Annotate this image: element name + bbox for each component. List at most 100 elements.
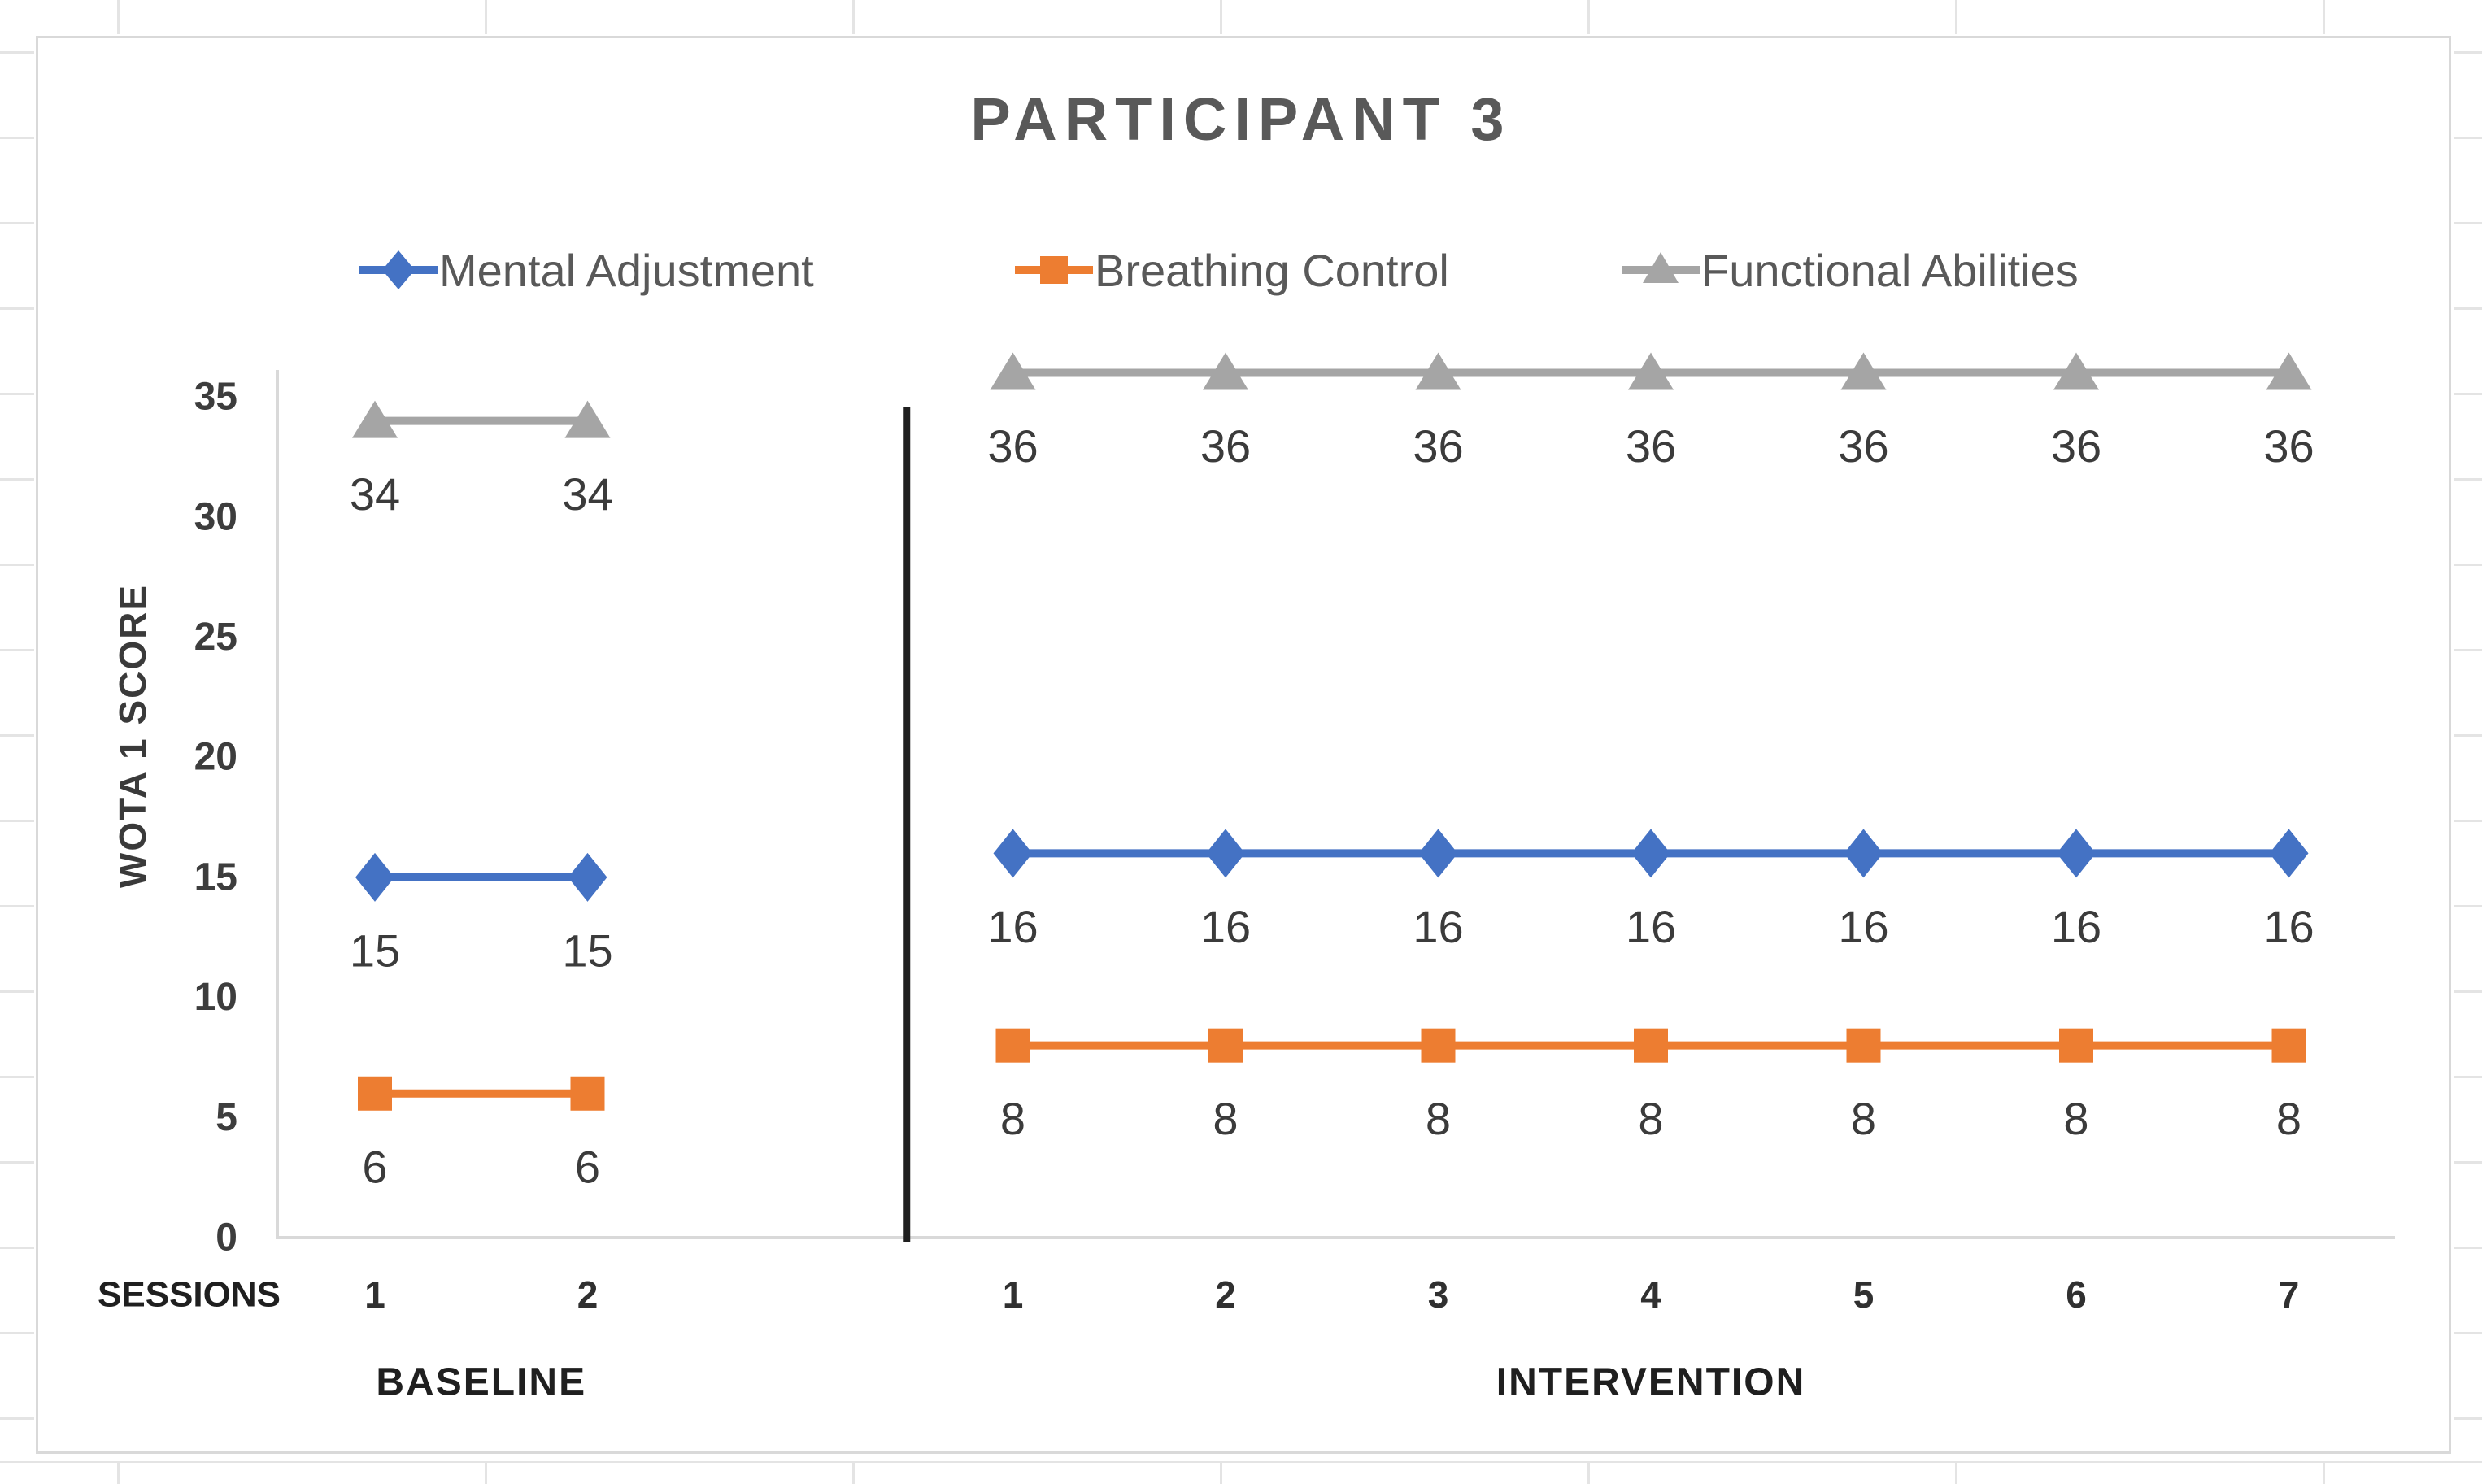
data-label: 8 — [1638, 1093, 1663, 1144]
series-point-mental-adjustment[interactable] — [2057, 829, 2096, 878]
spreadsheet-gridline — [0, 51, 34, 54]
spreadsheet-gridline — [485, 0, 487, 34]
y-tick-label: 35 — [194, 376, 237, 419]
spreadsheet-gridline — [2454, 734, 2482, 737]
spreadsheet-gridline — [0, 1161, 34, 1164]
series-point-breathing-control[interactable] — [2271, 1028, 2306, 1063]
series-point-breathing-control[interactable] — [1421, 1028, 1456, 1063]
spreadsheet-gridline — [2454, 307, 2482, 310]
legend-item-functional-abilities[interactable]: Functional Abilities — [1620, 241, 2079, 299]
session-tick-label: 1 — [1003, 1273, 1024, 1316]
spreadsheet-gridline — [2454, 478, 2482, 481]
series-point-breathing-control[interactable] — [995, 1028, 1030, 1063]
spreadsheet-gridline — [117, 1461, 120, 1484]
spreadsheet-gridline — [0, 222, 34, 224]
series-point-mental-adjustment[interactable] — [993, 829, 1033, 878]
session-tick-label: 2 — [577, 1273, 599, 1316]
data-label: 16 — [987, 901, 1038, 952]
spreadsheet-gridline — [1955, 0, 1957, 34]
series-point-mental-adjustment[interactable] — [1206, 829, 1245, 878]
series-point-functional-abilities[interactable] — [1415, 352, 1461, 390]
data-label: 8 — [2276, 1093, 2301, 1144]
data-label: 36 — [1838, 420, 1888, 472]
spreadsheet-gridline — [2454, 820, 2482, 822]
sessions-axis-label: SESSIONS — [98, 1275, 281, 1315]
y-tick-label: 5 — [216, 1096, 237, 1139]
series-point-breathing-control[interactable] — [2059, 1028, 2093, 1063]
series-point-mental-adjustment[interactable] — [355, 852, 394, 902]
legend-label: Mental Adjustment — [439, 244, 814, 296]
data-label: 36 — [2263, 420, 2314, 472]
triangle-marker-icon — [1622, 252, 1700, 283]
legend-item-breathing-control[interactable]: Breathing Control — [1013, 241, 1449, 299]
spreadsheet-gridline — [2454, 905, 2482, 907]
session-tick-label: 6 — [2066, 1273, 2087, 1316]
series-point-breathing-control[interactable] — [570, 1076, 605, 1111]
spreadsheet-gridline — [0, 564, 34, 566]
y-tick-label: 0 — [216, 1216, 237, 1260]
spreadsheet-gridline — [117, 0, 120, 34]
series-point-mental-adjustment[interactable] — [1418, 829, 1458, 878]
data-label: 36 — [1626, 420, 1676, 472]
series-point-mental-adjustment[interactable] — [568, 852, 607, 902]
spreadsheet-gridline — [1220, 0, 1222, 34]
data-label: 16 — [2051, 901, 2101, 952]
session-tick-label: 2 — [1215, 1273, 1236, 1316]
spreadsheet-gridline — [2454, 990, 2482, 993]
data-label: 15 — [350, 925, 400, 976]
spreadsheet-gridline — [2323, 1461, 2325, 1484]
spreadsheet-gridline — [1587, 0, 1590, 34]
series-point-breathing-control[interactable] — [1208, 1028, 1243, 1063]
data-label: 8 — [1426, 1093, 1451, 1144]
spreadsheet-gridline — [0, 905, 34, 907]
series-point-functional-abilities[interactable] — [2053, 352, 2099, 390]
series-point-functional-abilities[interactable] — [352, 400, 398, 438]
spreadsheet-gridline — [485, 1461, 487, 1484]
series-point-functional-abilities[interactable] — [1840, 352, 1887, 390]
data-label: 34 — [350, 468, 400, 520]
data-label: 34 — [562, 468, 612, 520]
data-label: 36 — [1413, 420, 1463, 472]
spreadsheet-gridline — [2454, 1161, 2482, 1164]
series-point-mental-adjustment[interactable] — [2269, 829, 2309, 878]
series-point-breathing-control[interactable] — [358, 1076, 392, 1111]
y-tick-label: 15 — [194, 855, 237, 899]
spreadsheet-gridline — [2454, 1332, 2482, 1334]
series-point-functional-abilities[interactable] — [564, 400, 611, 438]
series-point-breathing-control[interactable] — [1634, 1028, 1668, 1063]
spreadsheet-gridline — [2454, 649, 2482, 651]
chart-object[interactable] — [36, 36, 2451, 1454]
chart-title: PARTICIPANT 3 — [970, 85, 1512, 153]
legend-label: Breathing Control — [1095, 244, 1449, 296]
spreadsheet-gridline — [2454, 1247, 2482, 1249]
series-point-mental-adjustment[interactable] — [1631, 829, 1670, 878]
series-point-functional-abilities[interactable] — [2266, 352, 2312, 390]
legend-label: Functional Abilities — [1701, 244, 2079, 296]
spreadsheet-gridline — [0, 307, 34, 310]
data-label: 36 — [1200, 420, 1251, 472]
legend-item-mental-adjustment[interactable]: Mental Adjustment — [358, 241, 814, 299]
square-marker-icon — [1015, 256, 1093, 284]
spreadsheet-gridline — [2454, 393, 2482, 395]
data-label: 36 — [2051, 420, 2101, 472]
y-tick-label: 20 — [194, 736, 237, 779]
series-point-breathing-control[interactable] — [1846, 1028, 1881, 1063]
spreadsheet-gridline — [0, 649, 34, 651]
spreadsheet-gridline — [852, 1461, 855, 1484]
spreadsheet-gridline — [0, 478, 34, 481]
session-tick-label: 7 — [2279, 1273, 2300, 1316]
data-label: 8 — [2063, 1093, 2088, 1144]
spreadsheet-gridline — [2454, 222, 2482, 224]
data-label: 16 — [2263, 901, 2314, 952]
spreadsheet-gridline — [0, 734, 34, 737]
session-tick-label: 3 — [1428, 1273, 1449, 1316]
session-tick-label: 5 — [1853, 1273, 1875, 1316]
series-point-functional-abilities[interactable] — [1628, 352, 1674, 390]
series-point-functional-abilities[interactable] — [1203, 352, 1248, 390]
y-tick-label: 25 — [194, 616, 237, 659]
series-point-functional-abilities[interactable] — [990, 352, 1036, 390]
series-point-mental-adjustment[interactable] — [1844, 829, 1883, 878]
data-label: 6 — [362, 1141, 387, 1192]
data-label: 8 — [1213, 1093, 1238, 1144]
